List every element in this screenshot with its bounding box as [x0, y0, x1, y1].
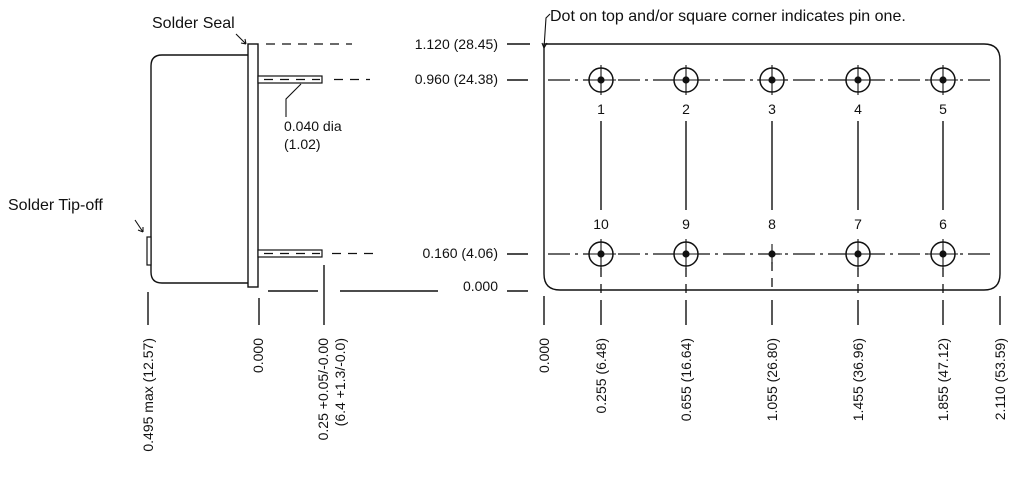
case-body: [150, 54, 248, 284]
dim-h-3: 1.055 (26.80): [764, 338, 780, 421]
pin-1: [586, 65, 616, 95]
pin-label-8: 8: [768, 216, 776, 232]
dim-h-6: 2.110 (53.59): [992, 338, 1008, 420]
top-view: Dot on top and/or square corner indicate…: [536, 8, 1008, 421]
pin-dia-label: 0.040 dia: [284, 118, 342, 134]
vertical-dimensions: 1.120 (28.45) 0.960 (24.38) 0.160 (4.06)…: [415, 36, 530, 294]
lower-pin: [257, 249, 323, 258]
dim-h-1: 0.255 (6.48): [593, 338, 609, 414]
dim-upper-row: 0.960 (24.38): [415, 71, 498, 87]
flange-plate: [247, 43, 259, 288]
dim-h-4: 1.455 (36.96): [850, 338, 866, 421]
solder-seal-label: Solder Seal: [152, 15, 235, 32]
pin-label-5: 5: [939, 101, 947, 117]
pin-label-9: 9: [682, 216, 690, 232]
pin-9: [671, 239, 701, 269]
pin-8: [762, 244, 782, 264]
pin-10: [586, 239, 616, 269]
dim-h-5: 1.855 (47.12): [935, 338, 951, 421]
pin-4: [843, 65, 873, 95]
pin-dia-leader: [285, 83, 302, 117]
pin-label-2: 2: [682, 101, 690, 117]
pin-label-1: 1: [597, 101, 605, 117]
pin-label-10: 10: [593, 216, 609, 232]
pin-one-note: Dot on top and/or square corner indicate…: [550, 8, 906, 25]
pin-3: [757, 65, 787, 95]
pin-7: [843, 239, 873, 269]
pin-label-6: 6: [939, 216, 947, 232]
solder-tipoff-label: Solder Tip-off: [8, 197, 103, 214]
pin-label-7: 7: [854, 216, 862, 232]
pin-label-3: 3: [768, 101, 776, 117]
side-view: Solder Seal Solder Tip-off 0.040 dia (1.…: [8, 15, 438, 452]
pin-5: [928, 65, 958, 95]
dim-h-0: 0.000: [536, 338, 552, 373]
pin-6: [928, 239, 958, 269]
dim-flange-zero: 0.000: [250, 338, 266, 373]
pin-one-note-leader: [541, 13, 551, 49]
dim-pin-length-mm: (6.4 +1.3/-0.0): [332, 338, 348, 426]
pin-dia-mm-label: (1.02): [284, 136, 321, 152]
dim-pin-length: 0.25 +0.05/-0.00: [315, 338, 331, 441]
case-outline: [543, 43, 1001, 291]
solder-seal-arrow: [235, 33, 247, 45]
dim-lower-row: 0.160 (4.06): [423, 245, 499, 261]
upper-pin: [257, 75, 323, 84]
pin-label-4: 4: [854, 101, 862, 117]
dim-top: 1.120 (28.45): [415, 36, 498, 52]
tipoff-nub: [146, 236, 152, 266]
solder-tipoff-arrow: [134, 219, 144, 233]
dim-h-2: 0.655 (16.64): [678, 338, 694, 421]
dim-case-depth: 0.495 max (12.57): [140, 338, 156, 452]
pin-2: [671, 65, 701, 95]
dim-base: 0.000: [463, 278, 498, 294]
